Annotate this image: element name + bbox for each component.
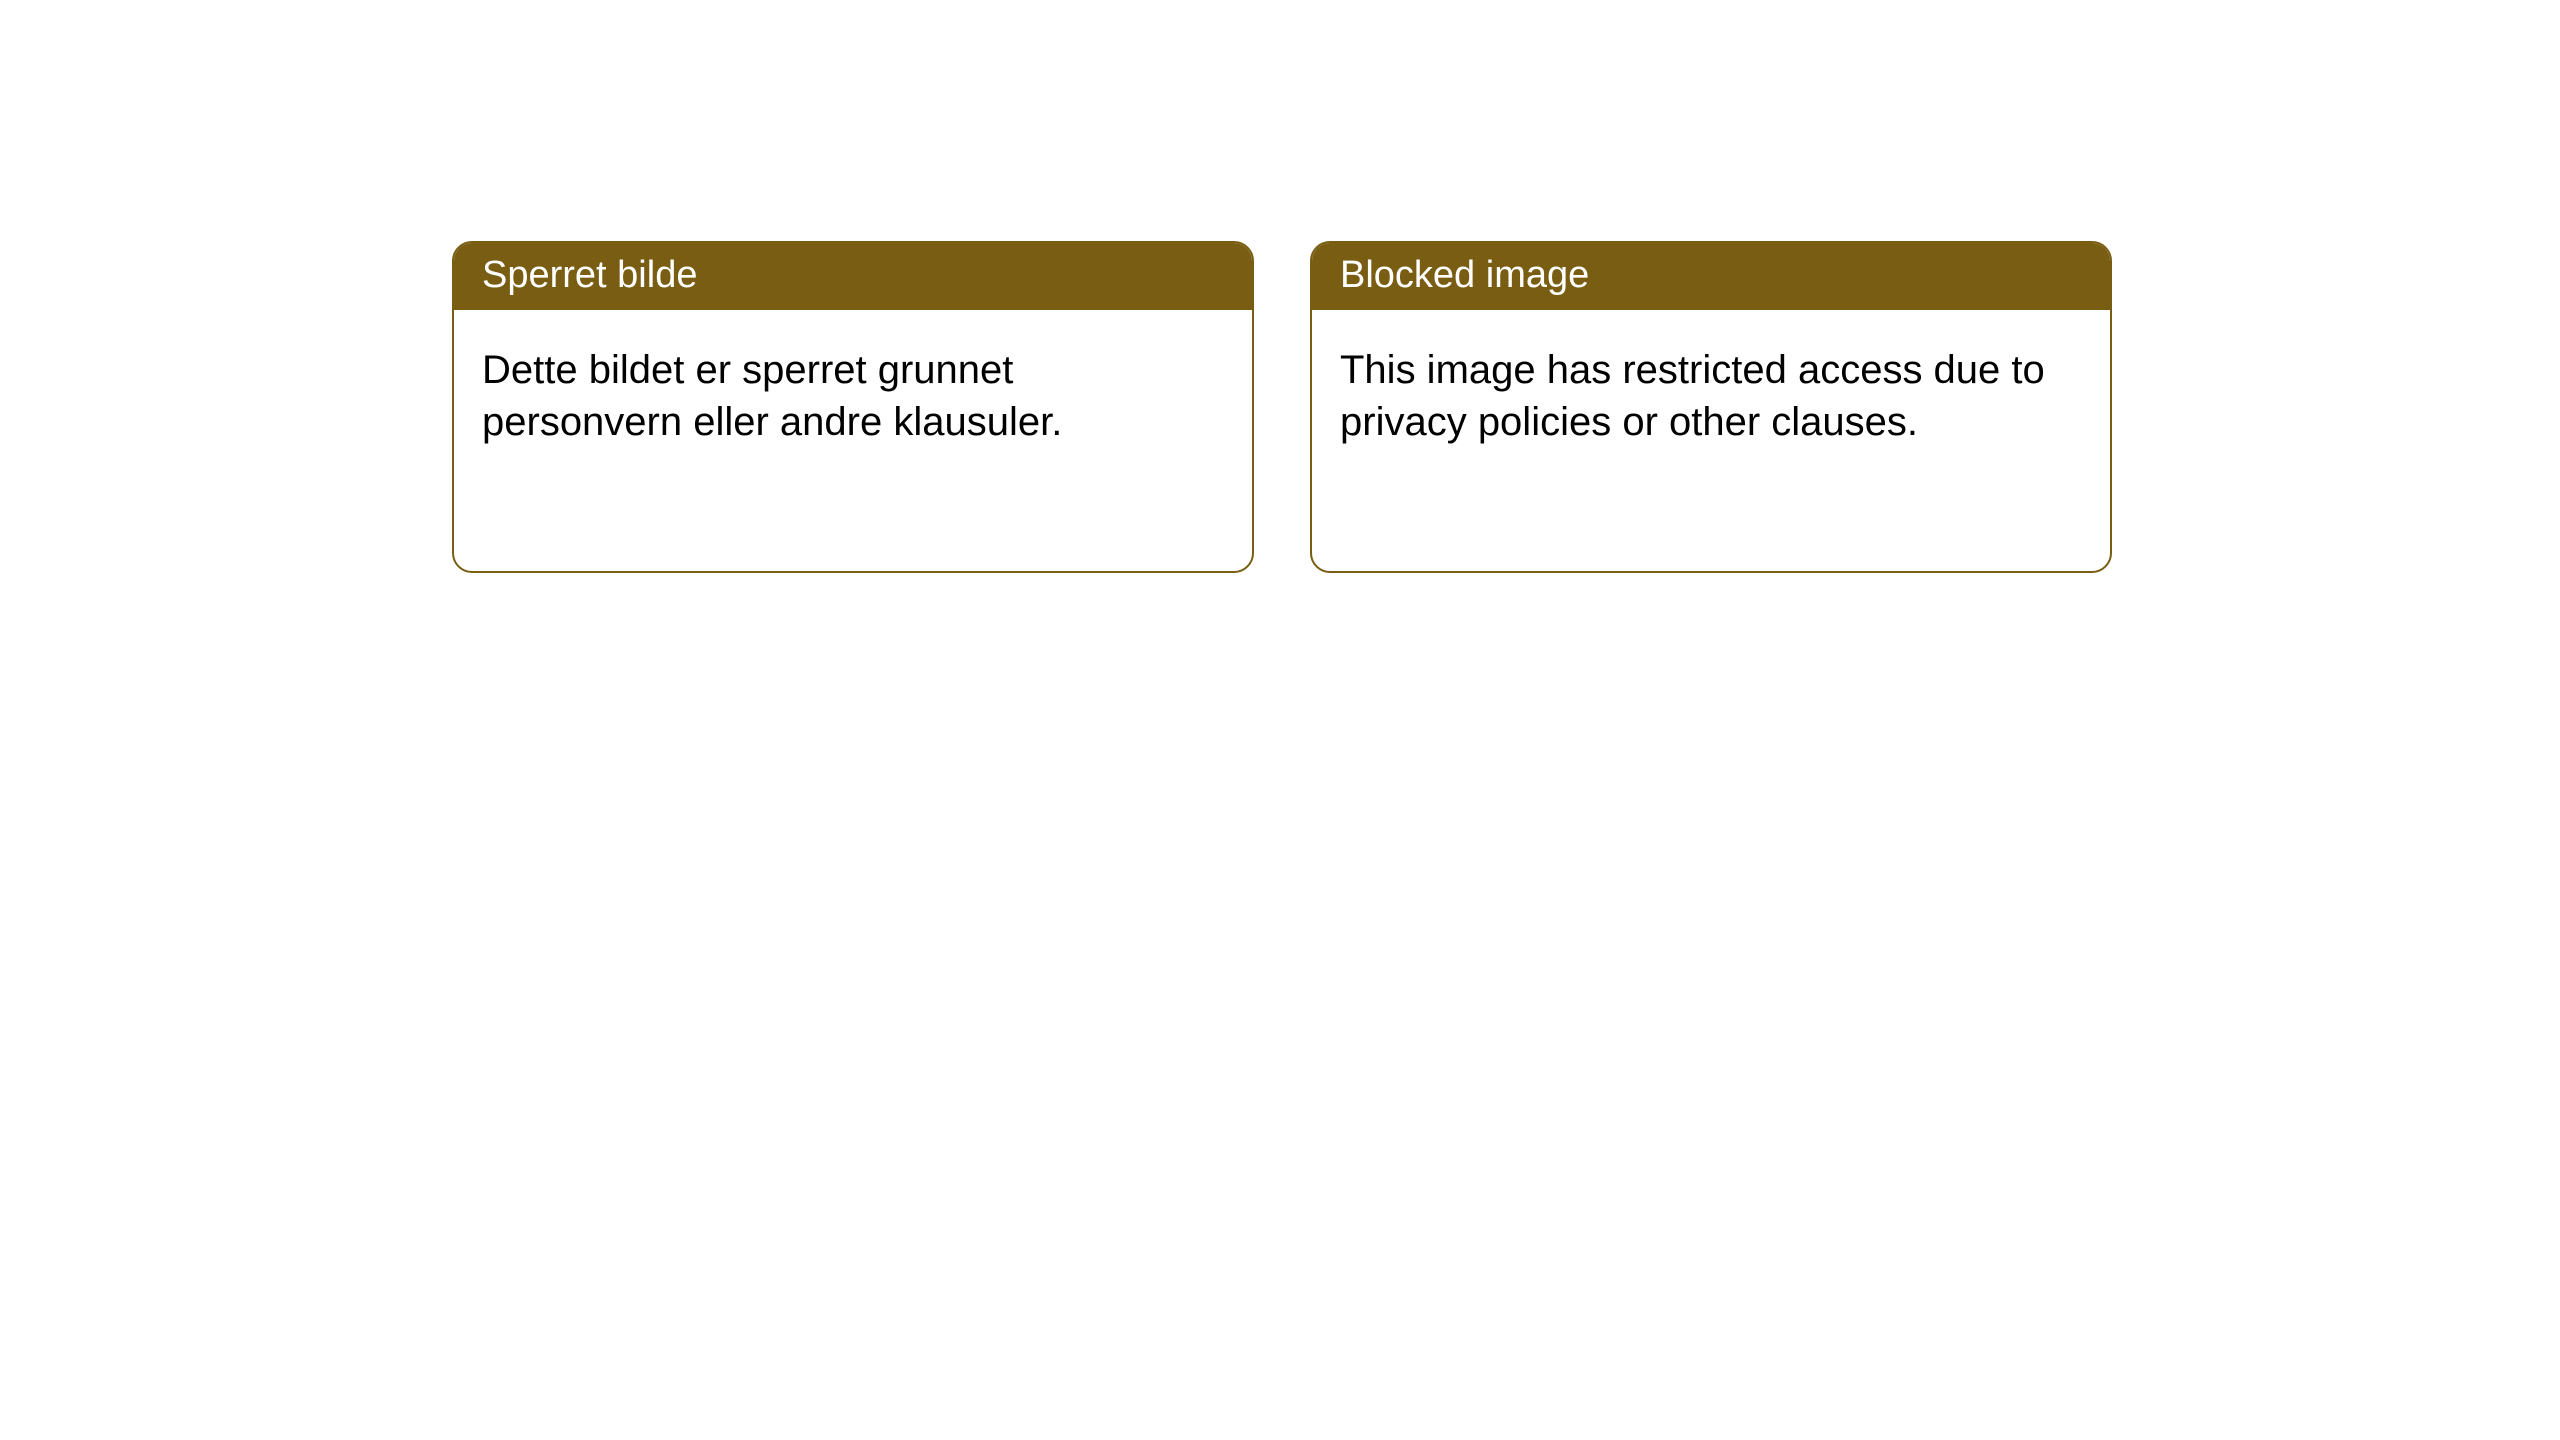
notice-header-norwegian: Sperret bilde (454, 243, 1252, 310)
notice-body-norwegian: Dette bildet er sperret grunnet personve… (454, 310, 1252, 476)
notice-header-english: Blocked image (1312, 243, 2110, 310)
notice-container: Sperret bilde Dette bildet er sperret gr… (0, 0, 2560, 573)
notice-card-english: Blocked image This image has restricted … (1310, 241, 2112, 573)
notice-body-english: This image has restricted access due to … (1312, 310, 2110, 476)
notice-card-norwegian: Sperret bilde Dette bildet er sperret gr… (452, 241, 1254, 573)
